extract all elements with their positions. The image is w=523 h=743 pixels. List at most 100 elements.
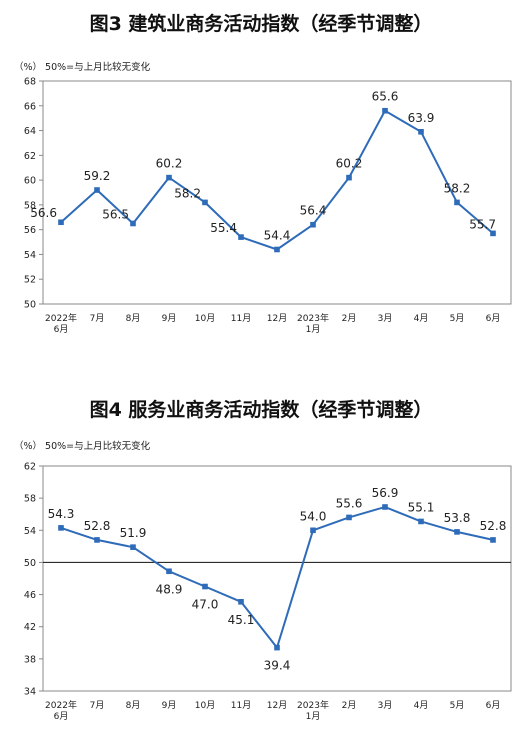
x-tick-label: 3月: [378, 313, 393, 324]
data-label: 54.4: [264, 228, 291, 242]
data-label: 52.8: [480, 519, 507, 533]
data-point: [490, 537, 496, 543]
data-label: 55.4: [210, 221, 237, 235]
data-label: 39.4: [264, 659, 291, 673]
y-tick-label: 62: [24, 462, 36, 473]
x-tick-label: 2023年 1月: [297, 699, 329, 722]
x-tick-label: 6月: [486, 700, 501, 711]
x-tick-label: 7月: [90, 313, 105, 324]
data-label: 58.2: [174, 186, 201, 200]
data-point: [346, 514, 352, 521]
chart-1-title: 图3 建筑业商务活动指数（经季节调整）: [90, 12, 433, 35]
data-point: [418, 128, 424, 135]
y-tick-label: 58: [24, 200, 36, 211]
data-label: 59.2: [84, 169, 111, 183]
data-point: [310, 221, 316, 228]
chart-2-title: 图4 服务业商务活动指数（经季节调整）: [90, 398, 433, 421]
data-point: [274, 644, 280, 651]
data-point: [274, 246, 280, 253]
data-label: 55.7: [469, 217, 496, 231]
x-tick-label: 10月: [195, 700, 215, 711]
data-point: [454, 199, 460, 206]
x-tick-label: 9月: [162, 700, 177, 711]
y-tick-label: 58: [24, 494, 36, 505]
x-tick-label: 3月: [378, 700, 393, 711]
data-label: 45.1: [228, 613, 255, 627]
x-tick-label: 9月: [162, 313, 177, 324]
data-label: 60.2: [156, 157, 183, 171]
data-label: 56.6: [30, 206, 57, 220]
data-point: [130, 220, 136, 227]
x-tick-label: 5月: [450, 700, 465, 711]
data-point: [418, 518, 424, 525]
chart-2-plot: 34 38 42 46 50 54 58 62 2022年 6月 7月 8月 9月 10月 11月 12月 20…: [24, 462, 512, 722]
data-label: 65.6: [372, 90, 399, 104]
data-point: [58, 525, 64, 531]
data-point: [166, 174, 172, 181]
data-label: 58.2: [444, 181, 471, 195]
y-tick-label: 38: [24, 654, 36, 665]
x-tick-label: 8月: [126, 700, 141, 711]
y-tick-label: 34: [24, 687, 36, 698]
x-tick-label: 11月: [231, 700, 251, 711]
y-tick-label: 42: [24, 622, 36, 633]
data-point: [382, 107, 388, 114]
data-label: 54.0: [300, 509, 327, 523]
y-tick-label: 54: [24, 250, 36, 261]
data-point: [58, 219, 64, 226]
x-tick-label: 4月: [414, 700, 429, 711]
y-tick-label: 68: [24, 77, 36, 88]
data-point: [382, 504, 388, 510]
data-label: 60.2: [336, 157, 363, 171]
x-tick-label: 10月: [195, 313, 215, 324]
data-label: 53.8: [444, 511, 471, 525]
data-label: 48.9: [156, 582, 183, 596]
data-label: 55.1: [408, 500, 435, 514]
y-tick-label: 52: [24, 275, 36, 286]
data-point: [238, 234, 244, 240]
data-label: 56.4: [300, 204, 327, 218]
x-tick-label: 8月: [126, 313, 141, 324]
x-tick-label: 2022年 6月: [45, 312, 77, 335]
data-label: 47.0: [192, 598, 219, 612]
chart-1-plot: 50 52 54 56 58 60 62 64 66 68 2022年 6月 7月 8月 9月 10月 11月 1…: [24, 77, 512, 335]
data-point: [94, 187, 100, 193]
plot-frame: [42, 465, 512, 692]
data-point: [454, 529, 460, 535]
y-tick-label: 50: [24, 558, 36, 569]
chart-2-unit-note: （%） 50%=与上月比较无变化: [14, 440, 151, 452]
data-point: [130, 544, 136, 550]
x-tick-label: 12月: [267, 313, 287, 324]
data-point: [202, 583, 208, 590]
y-tick-label: 60: [24, 176, 36, 187]
data-label: 52.8: [84, 519, 111, 533]
x-tick-label: 7月: [90, 700, 105, 711]
x-tick-label: 2022年 6月: [45, 699, 77, 722]
y-tick-label: 62: [24, 151, 36, 162]
plot-frame: [42, 80, 512, 305]
x-tick-label: 6月: [486, 313, 501, 324]
data-point: [166, 568, 172, 575]
x-tick-label: 2023年 1月: [297, 312, 329, 335]
y-tick-label: 50: [24, 300, 36, 311]
data-point: [238, 599, 244, 605]
y-tick-label: 64: [24, 126, 36, 137]
data-label: 56.9: [372, 486, 399, 500]
x-tick-label: 4月: [414, 313, 429, 324]
data-point: [490, 230, 496, 237]
y-tick-label: 56: [24, 225, 36, 236]
data-label: 54.3: [48, 507, 75, 521]
data-point: [310, 527, 316, 534]
x-tick-label: 5月: [450, 313, 465, 324]
y-tick-label: 46: [24, 590, 36, 601]
data-label: 55.6: [336, 496, 363, 510]
x-tick-label: 2月: [342, 313, 357, 324]
data-label: 51.9: [120, 526, 147, 540]
x-tick-label: 11月: [231, 313, 251, 324]
data-point: [346, 174, 352, 181]
data-point: [94, 537, 100, 543]
y-tick-label: 54: [24, 526, 36, 537]
x-tick-label: 2月: [342, 700, 357, 711]
data-label: 63.9: [408, 111, 435, 125]
y-tick-label: 66: [24, 101, 36, 112]
